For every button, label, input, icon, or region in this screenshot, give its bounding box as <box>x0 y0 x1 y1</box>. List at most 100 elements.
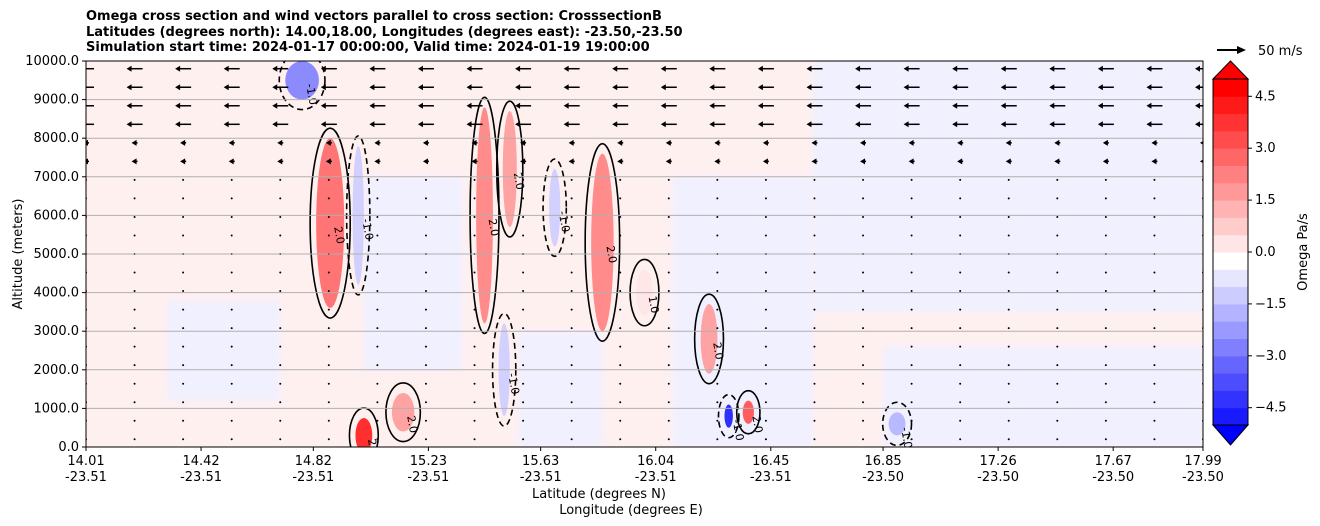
weak-negative-region <box>167 300 280 401</box>
wind-vector <box>473 327 476 330</box>
contour-label: -1.0 <box>730 418 747 441</box>
wind-vector <box>522 401 525 404</box>
x-tick-label-lat: 14.01 <box>67 454 104 469</box>
wind-vector-head <box>612 121 618 128</box>
wind-vector-head <box>952 65 958 72</box>
colorbar-tick-label: −1.5 <box>1255 297 1287 312</box>
wind-vector <box>1153 327 1156 330</box>
weak-negative-region <box>812 61 1203 312</box>
wind-vector <box>764 215 767 218</box>
wind-vector-head <box>422 158 428 165</box>
wind-vector-head <box>709 84 715 91</box>
colorbar-segment <box>1213 165 1248 184</box>
wind-vector-head <box>320 102 326 109</box>
colorbar-label: Omega Pa/s <box>1296 213 1311 291</box>
wind-vector-head <box>612 102 618 109</box>
wind-vector <box>813 197 816 200</box>
wind-vector <box>424 419 427 422</box>
vector-key-arrow-head <box>1237 46 1246 54</box>
wind-vector-head <box>422 139 428 146</box>
colorbar-segment <box>1213 355 1248 374</box>
wind-vector-head <box>126 65 132 72</box>
wind-vector <box>1007 345 1010 348</box>
wind-vector <box>764 345 767 348</box>
wind-vector-head <box>855 121 861 128</box>
colorbar-segment <box>1213 200 1248 218</box>
wind-vector-head <box>1000 65 1006 72</box>
wind-vector-head <box>228 158 234 165</box>
wind-vector <box>959 382 962 385</box>
contour-line <box>542 158 568 258</box>
wind-vector <box>910 438 913 441</box>
wind-vector <box>910 178 913 181</box>
wind-vector <box>1104 178 1107 181</box>
wind-vector <box>473 290 476 293</box>
wind-vector <box>473 382 476 385</box>
wind-vector <box>230 234 233 237</box>
wind-vector <box>230 345 233 348</box>
wind-vector <box>182 308 185 311</box>
wind-vector <box>764 271 767 274</box>
wind-vector <box>667 308 670 311</box>
x-tick-label-lat: 14.42 <box>182 454 219 469</box>
wind-vector <box>424 345 427 348</box>
wind-vector <box>959 364 962 367</box>
wind-vector <box>230 419 233 422</box>
wind-vector <box>667 327 670 330</box>
wind-vector-head <box>175 102 181 109</box>
wind-vector-head <box>417 84 423 91</box>
wind-vector <box>327 438 330 441</box>
wind-vector-head <box>272 121 278 128</box>
wind-vector <box>1153 364 1156 367</box>
wind-vector <box>376 345 379 348</box>
colorbar-tick-label: 4.5 <box>1255 89 1276 104</box>
wind-vector-head <box>126 121 132 128</box>
wind-vector-head <box>180 139 186 146</box>
plot-area: 2.02.02.02.02.02.02.02.0-1.0-1.0-1.0 -1.0… <box>86 61 1203 447</box>
wind-vector <box>716 364 719 367</box>
wind-vector <box>1153 382 1156 385</box>
wind-vector <box>133 364 136 367</box>
wind-vector <box>1104 438 1107 441</box>
wind-vector <box>1007 401 1010 404</box>
wind-vector-head <box>709 121 715 128</box>
wind-vector <box>1104 290 1107 293</box>
wind-vector <box>473 308 476 311</box>
wind-vector <box>182 364 185 367</box>
wind-vector <box>1007 382 1010 385</box>
wind-vector <box>619 364 622 367</box>
wind-vector <box>1153 234 1156 237</box>
weak-negative-region <box>883 346 1203 447</box>
wind-vector <box>813 419 816 422</box>
wind-vector <box>862 234 865 237</box>
wind-vector-head <box>903 65 909 72</box>
wind-vector <box>910 197 913 200</box>
colorbar-segment <box>1213 286 1248 305</box>
wind-vector-head <box>369 121 375 128</box>
wind-vector <box>667 271 670 274</box>
wind-vector <box>522 438 525 441</box>
y-tick-label: 9000.0 <box>34 93 80 108</box>
y-tick-label: 6000.0 <box>34 208 80 223</box>
wind-vector <box>424 308 427 311</box>
x-tick-label-lat: 16.85 <box>864 454 901 469</box>
colorbar-segment <box>1213 390 1248 409</box>
colorbar-segment <box>1213 234 1248 253</box>
wind-vector <box>570 290 573 293</box>
wind-vector <box>230 327 233 330</box>
colorbar-segment <box>1213 182 1248 201</box>
wind-vector <box>959 401 962 404</box>
wind-vector <box>473 401 476 404</box>
y-axis-label: Altitude (meters) <box>11 199 26 310</box>
wind-vector-head <box>1049 102 1055 109</box>
wind-vector <box>230 382 233 385</box>
wind-vector <box>667 382 670 385</box>
contour-line <box>309 127 352 319</box>
wind-vector <box>279 382 282 385</box>
wind-vector-head <box>466 84 472 91</box>
colorbar-segment <box>1213 96 1248 115</box>
wind-vector <box>667 364 670 367</box>
wind-vector <box>910 419 913 422</box>
wind-vector <box>279 215 282 218</box>
colorbar-segment <box>1213 269 1248 288</box>
